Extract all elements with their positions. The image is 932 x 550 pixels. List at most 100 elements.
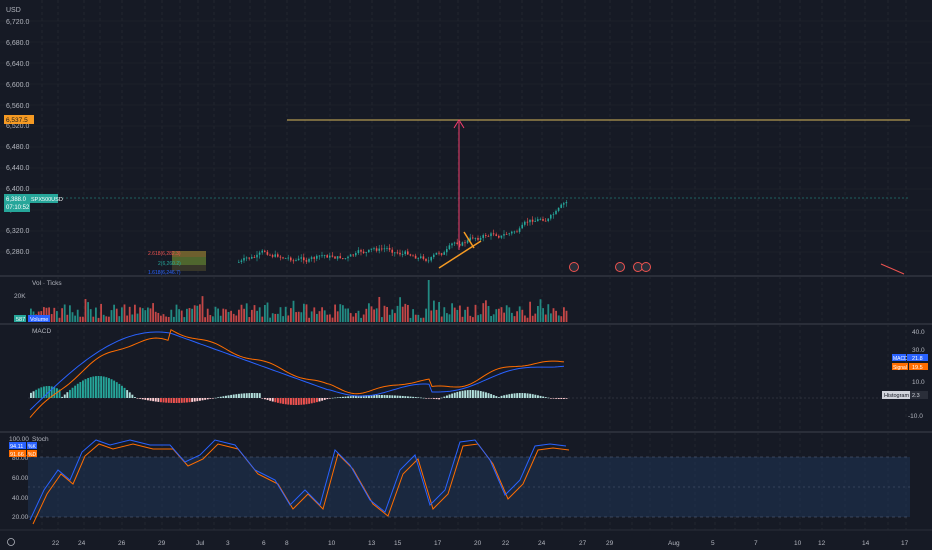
histogram-bar xyxy=(71,387,74,398)
target-price-label: 6,537.5 xyxy=(6,117,28,124)
trend-line[interactable] xyxy=(880,263,905,275)
histogram-bar xyxy=(121,385,123,398)
fib-extension-labels[interactable]: 2.618(6,282.3) 2(6,260.2) 1.618(6,246.7) xyxy=(148,251,206,276)
candle-body xyxy=(378,248,380,251)
volume-bar xyxy=(225,309,227,322)
candle-body xyxy=(318,255,321,257)
time-axis[interactable]: 22 24 26 29 Jul 3 6 8 10 13 15 17 20 22 24 27 29 Aug 5 7 10 1… xyxy=(52,540,909,547)
histogram-bar xyxy=(303,398,305,405)
time-tick: 8 xyxy=(285,540,289,547)
volume-bar xyxy=(518,306,521,322)
volume-bar xyxy=(401,306,404,322)
candle-body xyxy=(479,237,482,240)
candle-body xyxy=(248,257,250,259)
candle-body xyxy=(375,248,378,251)
histogram-bar xyxy=(287,398,290,405)
volume-bar xyxy=(266,302,269,322)
volume-bar xyxy=(451,303,453,322)
volume-bar xyxy=(269,317,271,322)
event-markers[interactable] xyxy=(569,262,651,272)
volume-bar xyxy=(542,308,544,322)
histogram-bar xyxy=(102,376,105,398)
price-tick: 6,520.0 xyxy=(6,123,29,130)
histogram-bar xyxy=(534,394,537,398)
histogram-bar xyxy=(92,376,95,398)
volume-bar xyxy=(368,303,370,322)
volume-label: Volume xyxy=(30,317,48,323)
histogram-bar xyxy=(524,393,526,398)
candle-body xyxy=(440,253,443,255)
volume-bar xyxy=(357,310,360,322)
volume-bar xyxy=(498,308,500,322)
scroll-to-start-icon[interactable] xyxy=(7,538,15,546)
time-tick: 29 xyxy=(158,540,166,547)
histogram-bar xyxy=(516,393,519,398)
candle-body xyxy=(521,224,523,229)
histogram-bar xyxy=(248,393,251,398)
trend-line[interactable] xyxy=(438,240,482,269)
histogram-bar xyxy=(537,395,539,398)
macd-axis[interactable]: 40.0 30.0 10.0 -10.0 xyxy=(908,329,925,420)
candle-body xyxy=(391,249,393,253)
candle-body xyxy=(331,255,334,257)
histogram-bar xyxy=(438,398,441,400)
price-tick: 6,560.0 xyxy=(6,103,29,110)
histogram-bar xyxy=(326,398,329,400)
volume-bar xyxy=(196,305,199,322)
histogram-bar xyxy=(451,393,454,398)
volume-bar xyxy=(339,304,342,322)
volume-bar xyxy=(157,312,160,322)
volume-bar xyxy=(459,305,461,322)
histogram-bar xyxy=(178,398,181,403)
volume-bar xyxy=(521,309,524,322)
candle-body xyxy=(323,255,326,256)
stoch-axis[interactable]: 100.00 80.00 60.00 40.00 20.00 xyxy=(9,436,29,521)
candle-body xyxy=(544,220,547,222)
macd-axis-tick: 10.0 xyxy=(912,379,925,386)
histogram-bar xyxy=(61,396,64,398)
event-flag-icon[interactable] xyxy=(569,262,579,272)
histogram-bar xyxy=(318,398,321,402)
stoch-k-value: 94.11 xyxy=(10,444,23,450)
volume-bar xyxy=(383,305,386,322)
candle-body xyxy=(297,258,300,261)
time-tick: 15 xyxy=(394,540,402,547)
histogram-bar xyxy=(230,394,233,398)
candle-body xyxy=(300,257,302,259)
histogram-bar xyxy=(391,395,394,398)
histogram-bar xyxy=(100,376,103,398)
trend-line[interactable] xyxy=(463,231,475,249)
volume-bar xyxy=(287,315,290,322)
candle-body xyxy=(355,253,357,256)
price-axis[interactable]: 6,720.0 6,680.0 6,640.0 6,600.0 6,560.0 … xyxy=(6,19,29,256)
histogram-bar xyxy=(477,390,480,398)
event-flag-icon[interactable] xyxy=(615,262,625,272)
histogram-bar xyxy=(443,396,446,398)
histogram-bar xyxy=(136,398,139,399)
price-candles[interactable] xyxy=(238,199,568,265)
histogram-bar xyxy=(69,389,71,398)
candle-body xyxy=(469,237,471,241)
candle-body xyxy=(451,243,453,246)
volume-bar xyxy=(362,314,365,322)
histogram-bar xyxy=(492,395,495,398)
candle-body xyxy=(492,233,495,235)
histogram-bar xyxy=(412,396,415,398)
volume-bar xyxy=(394,313,396,322)
projection-arrowhead xyxy=(453,119,465,129)
histogram-bar xyxy=(409,396,412,398)
histogram-bar xyxy=(149,398,152,401)
event-flag-icon[interactable] xyxy=(641,262,651,272)
volume-bar xyxy=(427,280,430,322)
histogram-bar xyxy=(82,380,84,398)
candle-body xyxy=(487,236,490,237)
histogram-bar xyxy=(238,393,240,398)
histogram-bar xyxy=(313,398,316,403)
candle-body xyxy=(279,256,282,258)
symbol-label: SPX500USD xyxy=(31,197,63,203)
histogram-bar xyxy=(511,393,513,398)
volume-bar xyxy=(435,309,438,322)
candle-body xyxy=(370,248,373,250)
